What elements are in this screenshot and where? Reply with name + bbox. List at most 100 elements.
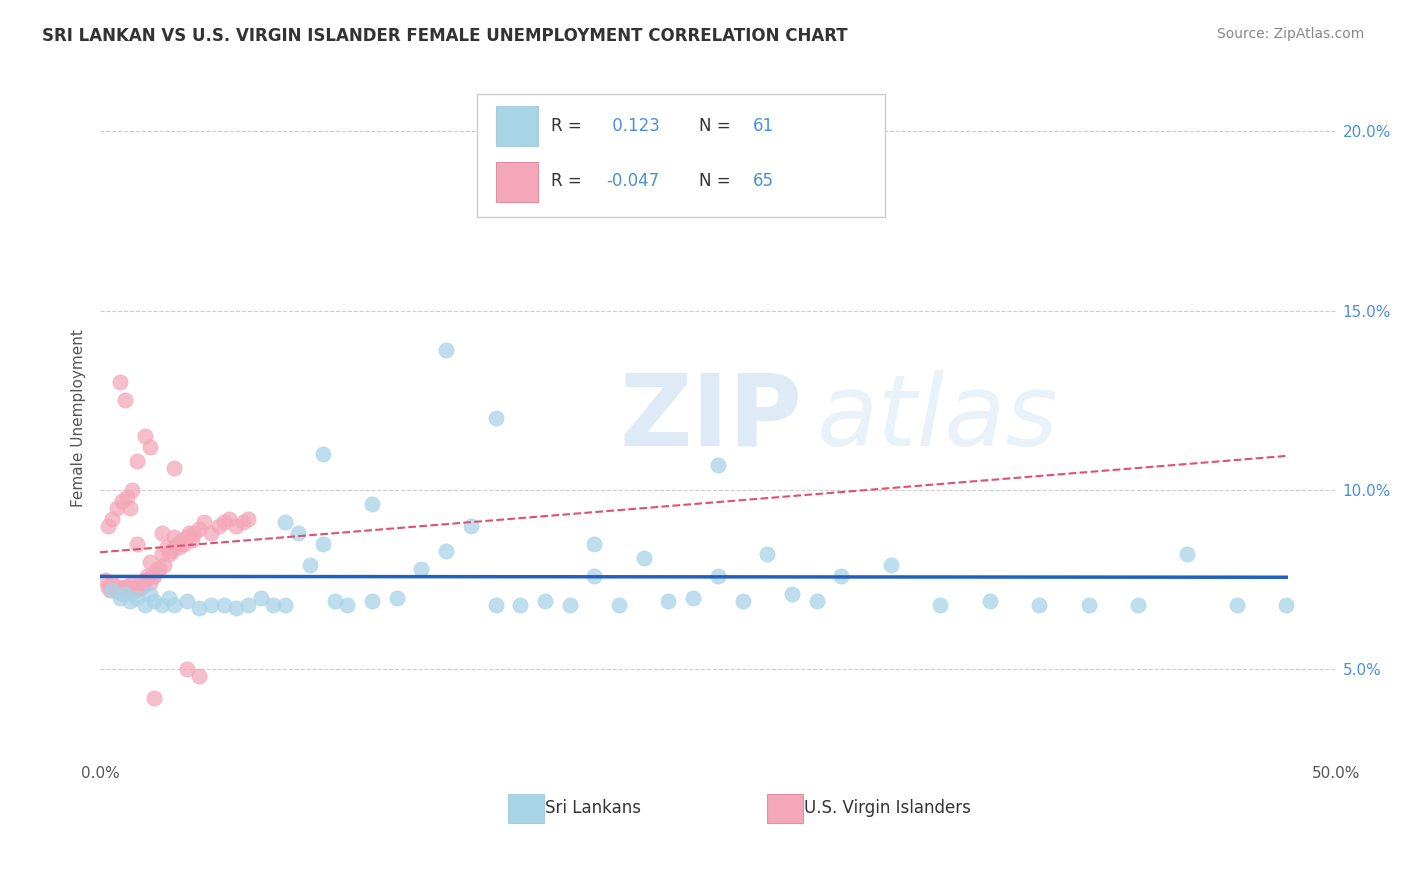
- Point: [128, 580, 150, 594]
- Point: [143, 594, 166, 608]
- Point: [249, 591, 271, 605]
- Point: [127, 583, 149, 598]
- Point: [607, 598, 630, 612]
- Point: [583, 569, 606, 583]
- Point: [143, 569, 166, 583]
- Text: -0.047: -0.047: [607, 172, 659, 190]
- Text: N =: N =: [699, 172, 731, 190]
- Point: [780, 587, 803, 601]
- Point: [114, 580, 136, 594]
- Point: [238, 598, 260, 612]
- Point: [153, 558, 176, 573]
- Point: [657, 594, 679, 608]
- Point: [138, 555, 160, 569]
- Point: [411, 562, 433, 576]
- Point: [170, 533, 193, 548]
- Point: [138, 576, 160, 591]
- Point: [96, 518, 118, 533]
- Point: [163, 530, 186, 544]
- Point: [385, 591, 408, 605]
- Text: R =: R =: [551, 117, 582, 135]
- Point: [323, 594, 346, 608]
- Point: [176, 594, 198, 608]
- Point: [208, 518, 231, 533]
- Text: 0.123: 0.123: [607, 117, 659, 135]
- Text: Sri Lankans: Sri Lankans: [546, 799, 641, 817]
- FancyBboxPatch shape: [495, 106, 537, 146]
- Point: [134, 429, 156, 443]
- Point: [107, 500, 129, 515]
- Point: [979, 594, 1001, 608]
- Point: [108, 376, 131, 390]
- Text: 61: 61: [752, 117, 773, 135]
- Point: [101, 583, 124, 598]
- Point: [193, 515, 215, 529]
- Point: [148, 562, 170, 576]
- Point: [108, 580, 131, 594]
- Point: [117, 580, 139, 594]
- Point: [212, 515, 235, 529]
- Text: Source: ZipAtlas.com: Source: ZipAtlas.com: [1216, 27, 1364, 41]
- Point: [141, 569, 163, 583]
- Point: [183, 525, 205, 540]
- Point: [150, 548, 173, 562]
- Point: [107, 583, 129, 598]
- Point: [163, 598, 186, 612]
- Point: [274, 598, 297, 612]
- Point: [173, 537, 195, 551]
- Point: [188, 522, 211, 536]
- Text: N =: N =: [699, 117, 731, 135]
- Point: [146, 562, 169, 576]
- FancyBboxPatch shape: [495, 161, 537, 202]
- Point: [157, 591, 180, 605]
- Point: [176, 662, 198, 676]
- Point: [225, 518, 247, 533]
- Point: [121, 576, 143, 591]
- Point: [124, 580, 146, 594]
- Point: [756, 548, 779, 562]
- Point: [509, 598, 531, 612]
- Point: [156, 541, 179, 555]
- Point: [880, 558, 903, 573]
- Point: [200, 525, 222, 540]
- Point: [166, 537, 188, 551]
- Point: [131, 580, 153, 594]
- Point: [134, 573, 156, 587]
- FancyBboxPatch shape: [768, 795, 803, 823]
- FancyBboxPatch shape: [508, 795, 544, 823]
- Point: [830, 569, 852, 583]
- Point: [134, 598, 156, 612]
- Point: [1275, 598, 1298, 612]
- Point: [138, 587, 160, 601]
- Point: [1126, 598, 1149, 612]
- Point: [177, 525, 200, 540]
- Point: [127, 591, 149, 605]
- Point: [138, 440, 160, 454]
- Point: [163, 461, 186, 475]
- Point: [150, 525, 173, 540]
- Point: [287, 525, 309, 540]
- Point: [167, 541, 190, 555]
- Point: [232, 515, 254, 529]
- Point: [157, 548, 180, 562]
- Point: [117, 490, 139, 504]
- Point: [200, 598, 222, 612]
- Point: [96, 580, 118, 594]
- Point: [98, 583, 121, 598]
- Point: [262, 598, 284, 612]
- Point: [118, 583, 141, 598]
- Point: [633, 551, 655, 566]
- Point: [101, 511, 124, 525]
- Point: [114, 393, 136, 408]
- Y-axis label: Female Unemployment: Female Unemployment: [72, 329, 86, 508]
- Point: [238, 511, 260, 525]
- Point: [299, 558, 322, 573]
- Point: [707, 458, 730, 472]
- Point: [188, 669, 211, 683]
- Point: [160, 544, 183, 558]
- Point: [1028, 598, 1050, 612]
- Point: [361, 497, 384, 511]
- Point: [336, 598, 359, 612]
- Text: R =: R =: [551, 172, 582, 190]
- Point: [558, 598, 581, 612]
